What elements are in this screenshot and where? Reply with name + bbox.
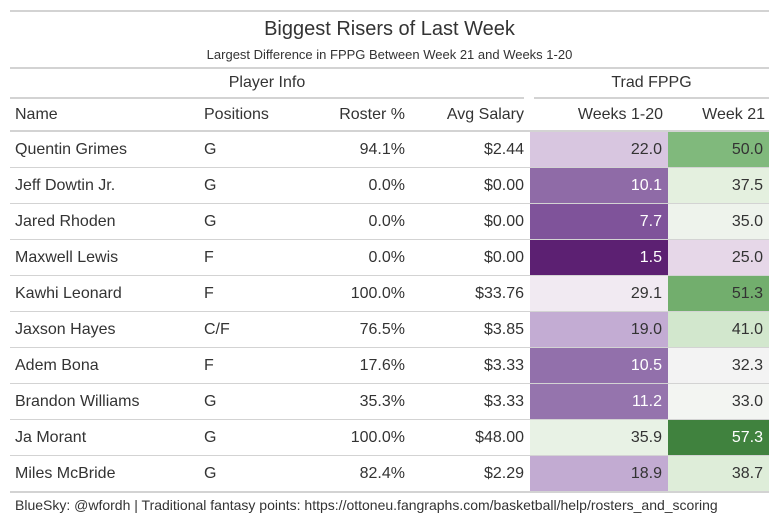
cell-salary: $2.29 (483, 465, 524, 482)
table-row: Ja Morant G 100.0% $48.00 35.9 57.3 (10, 420, 769, 456)
cell-weeks-1-20: 35.9 (530, 420, 668, 455)
cell-name: Kawhi Leonard (15, 285, 122, 302)
cell-name: Jared Rhoden (15, 213, 116, 230)
column-header-roster: Roster % (339, 106, 405, 123)
cell-roster: 17.6% (359, 357, 405, 374)
cell-week-21: 33.0 (668, 384, 769, 419)
cell-weeks-1-20: 11.2 (530, 384, 668, 419)
cell-roster: 35.3% (359, 393, 405, 410)
cell-weeks-1-20: 1.5 (530, 240, 668, 275)
column-header-week-21: Week 21 (702, 106, 765, 123)
cell-week-21: 57.3 (668, 420, 769, 455)
row-divider (10, 239, 769, 240)
cell-name: Jeff Dowtin Jr. (15, 177, 116, 194)
cell-positions: F (204, 249, 214, 266)
row-divider (10, 383, 769, 384)
cell-roster: 0.0% (368, 177, 405, 194)
cell-salary: $48.00 (475, 429, 524, 446)
cell-weeks-1-20: 10.1 (530, 168, 668, 203)
row-divider (10, 275, 769, 276)
cell-week-21: 35.0 (668, 204, 769, 239)
table-row: Quentin Grimes G 94.1% $2.44 22.0 50.0 (10, 132, 769, 168)
cell-week-21: 38.7 (668, 456, 769, 491)
table-row: Kawhi Leonard F 100.0% $33.76 29.1 51.3 (10, 276, 769, 312)
cell-roster: 0.0% (368, 213, 405, 230)
header-rule (10, 67, 769, 69)
cell-name: Miles McBride (15, 465, 116, 482)
cell-positions: G (204, 141, 217, 158)
top-rule (10, 10, 769, 12)
source-note: BlueSky: @wfordh | Traditional fantasy p… (15, 497, 718, 513)
cell-roster: 82.4% (359, 465, 405, 482)
table-row: Jeff Dowtin Jr. G 0.0% $0.00 10.1 37.5 (10, 168, 769, 204)
cell-roster: 76.5% (359, 321, 405, 338)
table-row: Adem Bona F 17.6% $3.33 10.5 32.3 (10, 348, 769, 384)
row-divider (10, 311, 769, 312)
column-header-weeks-1-20: Weeks 1-20 (577, 106, 663, 123)
spanner-rule-trad-fppg (534, 97, 769, 99)
cell-name: Jaxson Hayes (15, 321, 116, 338)
column-header-salary: Avg Salary (446, 106, 524, 123)
table-subtitle: Largest Difference in FPPG Between Week … (206, 47, 573, 62)
cell-positions: G (204, 429, 217, 446)
cell-week-21: 37.5 (668, 168, 769, 203)
table-row: Jared Rhoden G 0.0% $0.00 7.7 35.0 (10, 204, 769, 240)
table-title: Biggest Risers of Last Week (264, 18, 515, 40)
cell-name: Brandon Williams (15, 393, 140, 410)
cell-name: Adem Bona (15, 357, 99, 374)
row-divider (10, 419, 769, 420)
cell-salary: $0.00 (483, 249, 524, 266)
cell-weeks-1-20: 18.9 (530, 456, 668, 491)
cell-roster: 0.0% (368, 249, 405, 266)
row-divider (10, 203, 769, 204)
cell-positions: F (204, 285, 214, 302)
cell-salary: $0.00 (483, 213, 524, 230)
cell-positions: G (204, 393, 217, 410)
cell-week-21: 50.0 (668, 132, 769, 167)
cell-salary: $3.33 (483, 393, 524, 410)
cell-roster: 100.0% (350, 285, 405, 302)
row-divider (10, 347, 769, 348)
row-divider (10, 167, 769, 168)
cell-roster: 94.1% (359, 141, 405, 158)
cell-week-21: 32.3 (668, 348, 769, 383)
cell-weeks-1-20: 22.0 (530, 132, 668, 167)
spanner-player-info: Player Info (228, 74, 306, 91)
cell-name: Ja Morant (15, 429, 87, 446)
cell-week-21: 25.0 (668, 240, 769, 275)
cell-salary: $33.76 (475, 285, 524, 302)
cell-positions: G (204, 213, 217, 230)
table-row: Jaxson Hayes C/F 76.5% $3.85 19.0 41.0 (10, 312, 769, 348)
cell-positions: C/F (204, 321, 230, 338)
table-row: Maxwell Lewis F 0.0% $0.00 1.5 25.0 (10, 240, 769, 276)
body-bottom-rule (10, 491, 769, 493)
cell-name: Maxwell Lewis (15, 249, 119, 266)
column-header-name: Name (15, 106, 58, 123)
cell-weeks-1-20: 10.5 (530, 348, 668, 383)
table-row: Miles McBride G 82.4% $2.29 18.9 38.7 (10, 456, 769, 492)
cell-positions: G (204, 177, 217, 194)
cell-week-21: 51.3 (668, 276, 769, 311)
cell-name: Quentin Grimes (15, 141, 128, 158)
cell-weeks-1-20: 19.0 (530, 312, 668, 347)
cell-salary: $3.85 (483, 321, 524, 338)
column-header-positions: Positions (204, 106, 269, 123)
cell-salary: $0.00 (483, 177, 524, 194)
cell-salary: $2.44 (483, 141, 524, 158)
cell-salary: $3.33 (483, 357, 524, 374)
spanner-trad-fppg: Trad FPPG (611, 74, 692, 91)
table-row: Brandon Williams G 35.3% $3.33 11.2 33.0 (10, 384, 769, 420)
cell-weeks-1-20: 29.1 (530, 276, 668, 311)
cell-positions: F (204, 357, 214, 374)
column-header-rule (10, 130, 769, 132)
spanner-rule-player-info (10, 97, 524, 99)
row-divider (10, 455, 769, 456)
cell-roster: 100.0% (350, 429, 405, 446)
cell-positions: G (204, 465, 217, 482)
cell-weeks-1-20: 7.7 (530, 204, 668, 239)
cell-week-21: 41.0 (668, 312, 769, 347)
